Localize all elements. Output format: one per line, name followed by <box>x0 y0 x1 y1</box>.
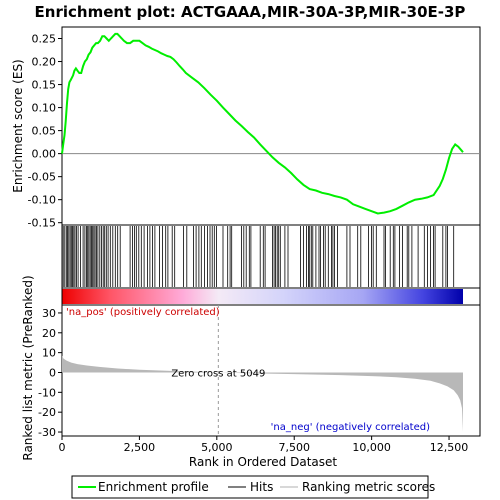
x-tick-label: 2,500 <box>124 441 156 454</box>
es-tick-label: -0.15 <box>28 217 56 230</box>
x-tick-label: 7,500 <box>278 441 310 454</box>
pos-correlated-label: 'na_pos' (positively correlated) <box>66 307 220 318</box>
x-tick-label: 5,000 <box>201 441 233 454</box>
es-tick-label: -0.05 <box>28 171 56 184</box>
metric-tick-label: 10 <box>42 347 56 360</box>
legend-hits-label: Hits <box>250 480 273 494</box>
chart-title: Enrichment plot: ACTGAAA,MIR-30A-3P,MIR-… <box>35 3 466 21</box>
es-tick-label: 0.05 <box>32 125 57 138</box>
metric-tick-label: -10 <box>38 386 56 399</box>
zero-cross-label: Zero cross at 5049 <box>171 368 265 379</box>
metric-panel: 30 20 10 0 -10 -20 -30 Zero cross at 5049 'na_… <box>21 275 481 461</box>
x-tick-label: 10,000 <box>352 441 391 454</box>
es-tick-label: -0.10 <box>28 194 56 207</box>
metric-tick-label: -30 <box>38 426 56 439</box>
legend-es-label: Enrichment profile <box>98 480 209 494</box>
metric-tick-label: 0 <box>49 366 56 379</box>
legend: Enrichment profile Hits Ranking metric s… <box>71 475 435 499</box>
es-line <box>61 32 464 215</box>
es-tick-label: 0.00 <box>32 148 57 161</box>
rank-color-bar <box>61 287 481 306</box>
x-tick-label: 0 <box>59 441 66 454</box>
metric-area <box>62 355 463 432</box>
metric-ylabel: Ranked list metric (PreRanked) <box>21 275 35 460</box>
es-ylabel: Enrichment score (ES) <box>11 59 25 192</box>
hits-panel <box>61 224 481 289</box>
x-tick-label: 12,500 <box>430 441 469 454</box>
es-tick-label: 0.20 <box>32 56 57 69</box>
x-axis-label: Rank in Ordered Dataset <box>189 455 337 469</box>
metric-tick-label: -20 <box>38 406 56 419</box>
es-tick-label: 0.25 <box>32 33 57 46</box>
metric-tick-label: 20 <box>42 327 56 340</box>
legend-metric-label: Ranking metric scores <box>302 480 435 494</box>
x-axis: 0 2,500 5,000 7,500 10,000 12,500 <box>59 436 469 454</box>
es-tick-label: 0.15 <box>32 79 57 92</box>
neg-correlated-label: 'na_neg' (negatively correlated) <box>271 422 430 433</box>
es-panel: 0.250.200.150.100.050.00-0.05-0.10-0.15 … <box>11 26 481 230</box>
es-tick-label: 0.10 <box>32 102 57 115</box>
metric-tick-label: 30 <box>42 307 56 320</box>
